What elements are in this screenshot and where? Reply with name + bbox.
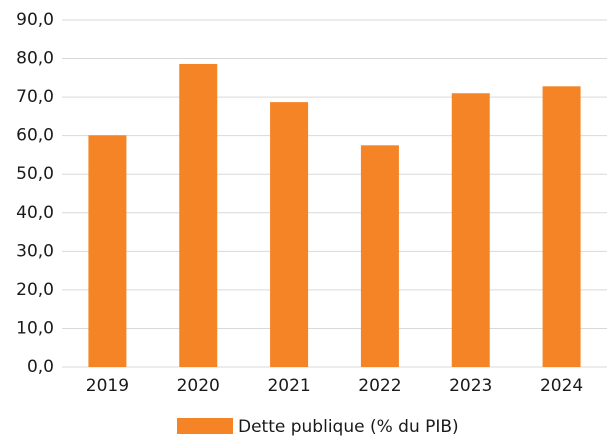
bar — [542, 86, 581, 367]
bar — [270, 102, 309, 367]
bar — [451, 93, 490, 367]
legend-label: Dette publique (% du PIB) — [238, 417, 459, 437]
x-tick-label: 2021 — [267, 376, 310, 396]
y-tick-label: 80,0 — [16, 49, 54, 69]
y-tick-label: 30,0 — [16, 241, 54, 261]
y-tick-label: 40,0 — [16, 203, 54, 223]
y-tick-label: 60,0 — [16, 126, 54, 146]
bar — [179, 63, 218, 367]
x-tick-label: 2023 — [449, 376, 492, 396]
x-tick-label: 2024 — [540, 376, 583, 396]
x-tick-label: 2022 — [358, 376, 401, 396]
y-tick-label: 10,0 — [16, 318, 54, 338]
x-tick-label: 2020 — [177, 376, 220, 396]
x-tick-label: 2019 — [86, 376, 129, 396]
bar — [88, 135, 127, 367]
y-tick-label: 90,0 — [16, 10, 54, 30]
y-tick-label: 50,0 — [16, 164, 54, 184]
y-tick-label: 70,0 — [16, 87, 54, 107]
y-tick-label: 0,0 — [27, 357, 54, 377]
y-tick-label: 20,0 — [16, 280, 54, 300]
legend-swatch — [177, 418, 233, 434]
bar — [360, 145, 399, 367]
